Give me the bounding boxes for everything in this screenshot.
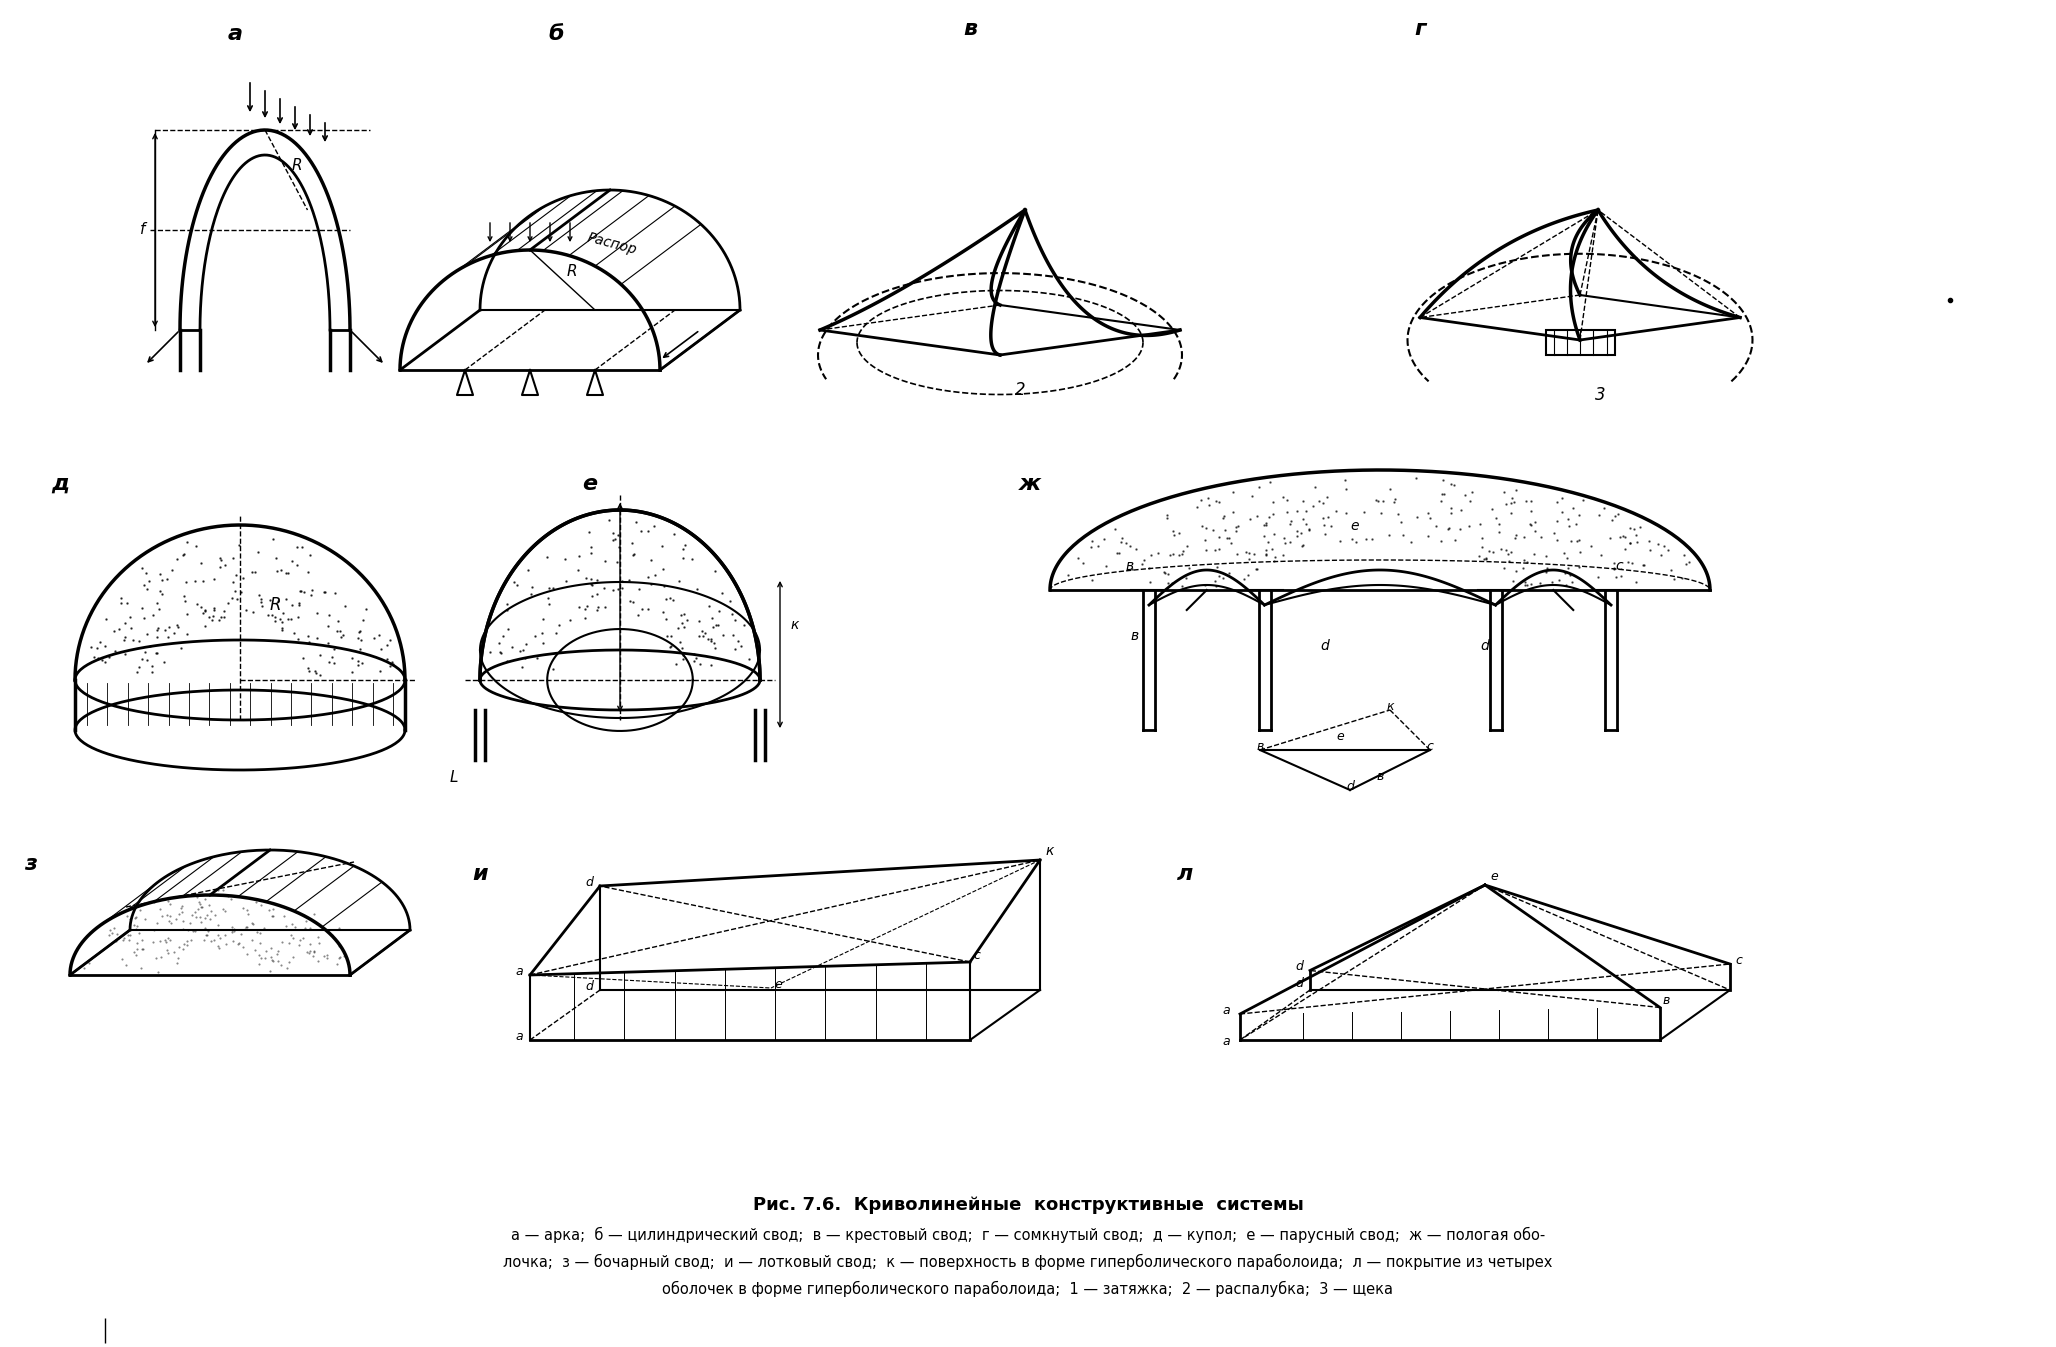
- Text: к: к: [790, 618, 798, 632]
- Text: e: e: [1336, 730, 1345, 744]
- Text: d: d: [1347, 780, 1355, 793]
- Text: d: d: [586, 981, 592, 993]
- Text: R: R: [292, 158, 302, 172]
- Text: d: d: [1480, 638, 1489, 653]
- Text: e: e: [773, 978, 781, 991]
- Text: R: R: [269, 597, 282, 614]
- Text: a: a: [1221, 1034, 1229, 1048]
- Text: е: е: [1351, 519, 1359, 533]
- Text: L: L: [450, 770, 458, 785]
- Text: з: з: [23, 854, 37, 874]
- Text: d: d: [1295, 960, 1304, 974]
- Text: лочка;  з — бочарный свод;  и — лотковый свод;  к — поверхность в форме гипербол: лочка; з — бочарный свод; и — лотковый с…: [504, 1254, 1552, 1270]
- Text: в: в: [1131, 629, 1139, 643]
- Text: в: в: [962, 19, 977, 39]
- Text: Распор: Распор: [586, 230, 639, 257]
- Text: 3: 3: [1595, 387, 1606, 404]
- Text: д: д: [51, 474, 70, 494]
- Text: с: с: [1616, 559, 1622, 572]
- Text: б: б: [549, 24, 563, 44]
- Text: оболочек в форме гиперболического параболоида;  1 — затяжка;  2 — распалубка;  3: оболочек в форме гиперболического парабо…: [662, 1281, 1394, 1297]
- Text: d: d: [1295, 977, 1304, 990]
- Text: c: c: [972, 950, 981, 962]
- Text: в: в: [1125, 559, 1133, 572]
- Text: и: и: [473, 863, 487, 884]
- Text: в: в: [1256, 740, 1264, 753]
- Text: к: к: [1386, 700, 1394, 713]
- Text: 2: 2: [1016, 381, 1026, 399]
- Text: г: г: [1415, 19, 1425, 39]
- Text: a: a: [514, 1030, 522, 1043]
- Text: a: a: [1221, 1004, 1229, 1017]
- Text: Рис. 7.6.  Криволинейные  конструктивные  системы: Рис. 7.6. Криволинейные конструктивные с…: [752, 1196, 1304, 1214]
- Text: в: в: [1375, 770, 1384, 783]
- Text: a: a: [514, 964, 522, 978]
- Text: с: с: [1427, 740, 1433, 753]
- Text: в: в: [1663, 994, 1669, 1008]
- Text: f: f: [140, 222, 146, 237]
- Text: d: d: [1320, 638, 1328, 653]
- Text: R: R: [565, 264, 578, 279]
- Text: а — арка;  б — цилиндрический свод;  в — крестовый свод;  г — сомкнутый свод;  д: а — арка; б — цилиндрический свод; в — к…: [510, 1227, 1546, 1243]
- Text: к: к: [1044, 845, 1053, 858]
- Text: ж: ж: [1020, 474, 1040, 494]
- Text: е: е: [582, 474, 598, 494]
- Text: d: d: [586, 876, 592, 889]
- Text: e: e: [1491, 870, 1497, 884]
- Text: с: с: [1735, 954, 1741, 967]
- Text: а: а: [228, 24, 243, 44]
- Text: л: л: [1176, 863, 1192, 884]
